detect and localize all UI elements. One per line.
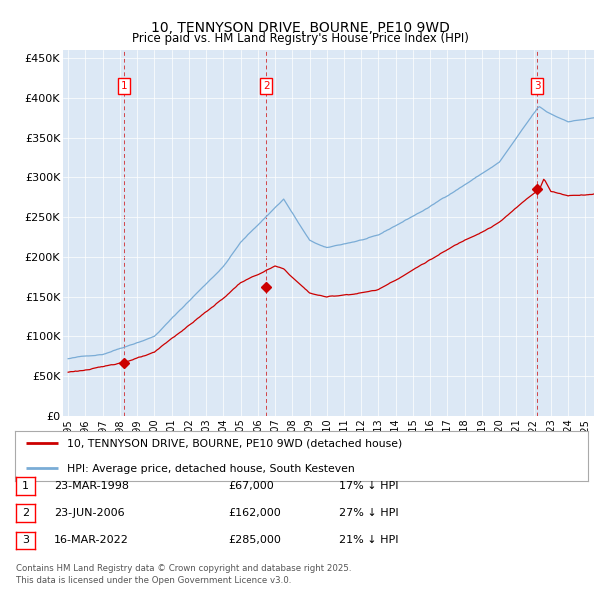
Text: 1: 1 xyxy=(121,81,127,91)
Text: £162,000: £162,000 xyxy=(228,508,281,517)
Text: 3: 3 xyxy=(534,81,541,91)
Text: 2: 2 xyxy=(263,81,269,91)
Text: 2: 2 xyxy=(22,509,29,518)
Text: 21% ↓ HPI: 21% ↓ HPI xyxy=(339,535,398,545)
Text: 1: 1 xyxy=(22,481,29,491)
Text: HPI: Average price, detached house, South Kesteven: HPI: Average price, detached house, Sout… xyxy=(67,464,355,474)
Text: 27% ↓ HPI: 27% ↓ HPI xyxy=(339,508,398,517)
Text: 17% ↓ HPI: 17% ↓ HPI xyxy=(339,481,398,490)
Text: 10, TENNYSON DRIVE, BOURNE, PE10 9WD (detached house): 10, TENNYSON DRIVE, BOURNE, PE10 9WD (de… xyxy=(67,439,402,449)
Text: £285,000: £285,000 xyxy=(228,535,281,545)
Text: Price paid vs. HM Land Registry's House Price Index (HPI): Price paid vs. HM Land Registry's House … xyxy=(131,32,469,45)
Text: 23-JUN-2006: 23-JUN-2006 xyxy=(54,508,125,517)
Text: 23-MAR-1998: 23-MAR-1998 xyxy=(54,481,129,490)
Text: £67,000: £67,000 xyxy=(228,481,274,490)
Text: Contains HM Land Registry data © Crown copyright and database right 2025.
This d: Contains HM Land Registry data © Crown c… xyxy=(16,565,352,585)
Text: 3: 3 xyxy=(22,536,29,545)
Text: 10, TENNYSON DRIVE, BOURNE, PE10 9WD: 10, TENNYSON DRIVE, BOURNE, PE10 9WD xyxy=(151,21,449,35)
Text: 16-MAR-2022: 16-MAR-2022 xyxy=(54,535,129,545)
